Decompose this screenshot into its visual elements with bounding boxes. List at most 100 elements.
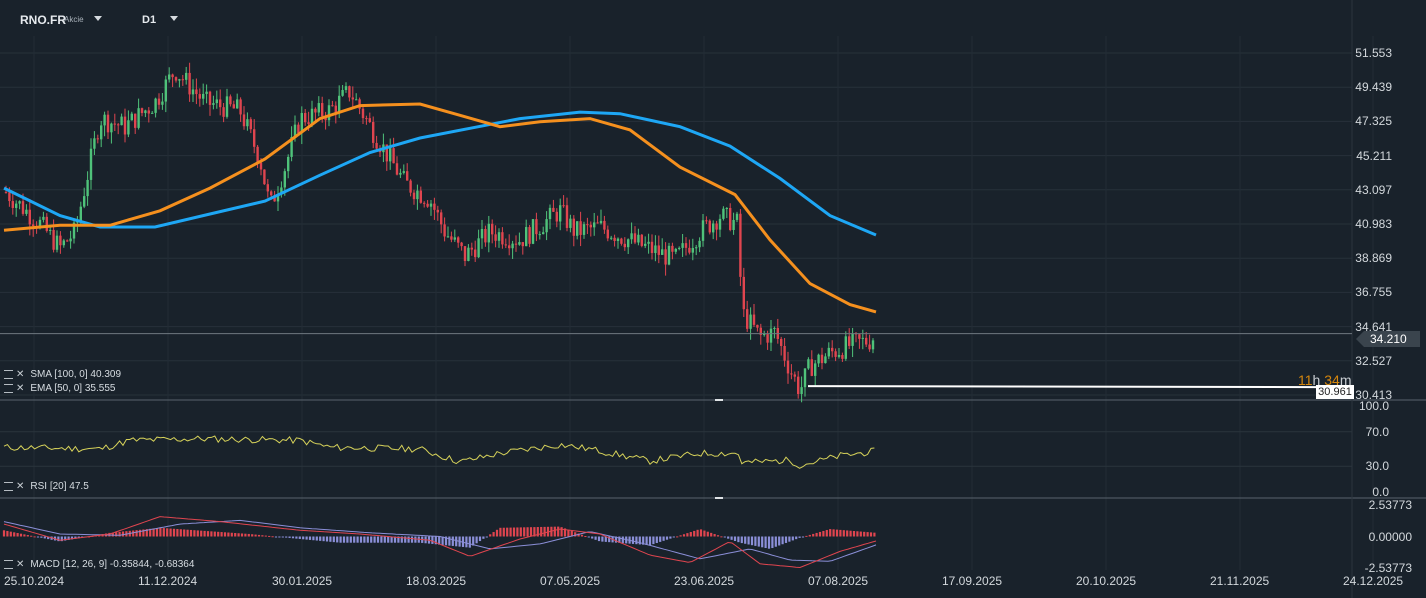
candle-body [304, 113, 307, 123]
close-icon[interactable]: ✕ [16, 369, 25, 380]
sma-legend[interactable]: ✕ SMA [100, 0] 40.309 [4, 369, 121, 380]
candle-body [848, 336, 851, 346]
macd-legend[interactable]: ✕ MACD [12, 26, 9] -0.35844, -0.68364 [4, 559, 194, 570]
candle-body [42, 216, 45, 220]
macd-histogram-bar [835, 529, 839, 537]
candle-body [501, 232, 504, 245]
candle-body [851, 333, 854, 346]
candle-body [423, 202, 426, 204]
candle-body [732, 219, 735, 230]
timeframe-dropdown-icon[interactable] [170, 16, 178, 21]
candle-body [752, 314, 756, 325]
candle-body [59, 235, 62, 246]
close-icon[interactable]: ✕ [16, 481, 25, 492]
macd-histogram-bar [383, 536, 386, 543]
macd-histogram-bar [829, 529, 832, 537]
macd-histogram-bar [540, 526, 543, 537]
rsi-legend[interactable]: ✕ RSI [20] 47.5 [4, 481, 89, 492]
macd-legend-label: MACD [12, 26, 9] -0.35844, -0.68364 [30, 559, 195, 570]
candle-body [463, 246, 467, 261]
rsi-legend-label: RSI [20] 47.5 [30, 481, 89, 492]
macd-histogram-bar [740, 536, 743, 544]
settings-lines-icon[interactable] [4, 560, 13, 569]
candle-body [844, 336, 847, 359]
candle-body [242, 114, 246, 127]
macd-histogram-bar [665, 536, 669, 540]
macd-histogram-bar [642, 536, 645, 545]
symbol-dropdown-icon[interactable] [94, 16, 102, 21]
macd-histogram-bar [801, 536, 805, 538]
timeframe-label[interactable]: D1 [142, 14, 157, 26]
macd-histogram-bar [716, 535, 720, 537]
candle-body [569, 218, 572, 228]
current-price-tag: 34.210 [1364, 331, 1420, 347]
candle-body [395, 163, 399, 175]
candle-body [684, 243, 688, 248]
macd-histogram-bar [822, 530, 825, 537]
macd-histogram-bar [64, 536, 67, 541]
candle-body [32, 224, 35, 226]
macd-histogram-bar [784, 536, 788, 543]
close-icon[interactable]: ✕ [16, 559, 25, 570]
macd-histogram-bar [414, 536, 417, 543]
candle-body [780, 338, 783, 346]
candle-body [4, 192, 8, 194]
candle-body [800, 387, 803, 394]
candle-body [52, 229, 55, 250]
macd-histogram-bar [155, 528, 159, 537]
candle-body [616, 238, 620, 241]
candle-body [219, 99, 222, 108]
candle-body [559, 205, 562, 222]
macd-histogram-bar [349, 536, 352, 543]
macd-histogram-bar [669, 536, 672, 539]
candle-body [263, 169, 266, 185]
date-axis-label: 24.12.2025 [1343, 574, 1404, 588]
macd-histogram-bar [407, 536, 410, 543]
candle-body [185, 72, 188, 80]
macd-histogram-bar [757, 536, 760, 547]
macd-histogram-bar [846, 530, 849, 537]
macd-histogram-bar [859, 531, 862, 537]
candle-body [174, 77, 178, 81]
price-axis-label: 30.413 [1355, 388, 1392, 402]
candle-body [389, 148, 392, 162]
settings-lines-icon[interactable] [4, 384, 13, 393]
macd-histogram-bar [451, 536, 454, 546]
macd-histogram-bar [376, 536, 380, 543]
macd-axis-label: -2.53773 [1364, 561, 1412, 575]
candle-body [470, 247, 473, 250]
macd-histogram-bar [57, 536, 60, 542]
date-axis-label: 07.05.2025 [540, 574, 601, 588]
candle-body [725, 207, 728, 209]
candle-body [786, 360, 790, 374]
candle-body [637, 234, 640, 243]
candle-body [525, 227, 528, 247]
candle-body [293, 124, 297, 137]
candle-body [807, 359, 810, 369]
macd-histogram-bar [529, 527, 533, 537]
candle-body [868, 344, 871, 350]
candle-body [477, 238, 480, 258]
macd-histogram-bar [210, 531, 213, 537]
macd-histogram-bar [152, 528, 155, 537]
macd-histogram-bar [213, 531, 216, 537]
close-icon[interactable]: ✕ [16, 383, 25, 394]
candle-body [814, 363, 817, 376]
candle-body [25, 209, 28, 214]
macd-histogram-bar [295, 536, 298, 539]
macd-histogram-bar [285, 536, 288, 538]
candle-body [834, 351, 837, 357]
macd-histogram-bar [332, 536, 335, 543]
candle-body [644, 243, 647, 246]
macd-histogram-bar [580, 534, 584, 537]
ema-legend[interactable]: ✕ EMA [50, 0] 35.555 [4, 383, 115, 394]
candle-body [426, 203, 429, 207]
date-axis-label: 07.08.2025 [808, 574, 869, 588]
settings-lines-icon[interactable] [4, 482, 13, 491]
symbol-name[interactable]: RNO.FR [20, 13, 66, 27]
candle-body [300, 113, 303, 134]
candle-body [664, 249, 667, 265]
settings-lines-icon[interactable] [4, 370, 13, 379]
candle-body [375, 142, 378, 149]
